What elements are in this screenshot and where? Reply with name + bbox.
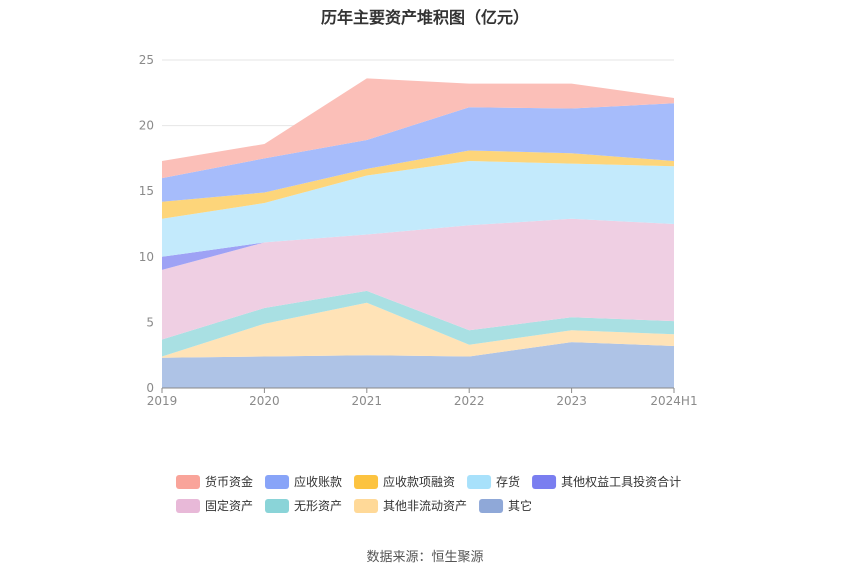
legend-swatch (354, 475, 379, 489)
area-series-3 (162, 290, 674, 357)
legend-label: 其他非流动资产 (383, 499, 467, 513)
chart-title: 历年主要资产堆积图（亿元） (320, 8, 529, 27)
x-tick-label: 2022 (454, 394, 485, 408)
legend-label: 应收账款 (294, 474, 342, 489)
legend-swatch (265, 499, 290, 513)
x-tick-label: 2020 (249, 394, 280, 408)
source-note: 数据来源：恒生聚源 (366, 550, 484, 565)
y-tick-label: 15 (139, 184, 154, 198)
legend-label: 固定资产 (205, 498, 253, 513)
area-series-7 (162, 150, 674, 219)
area-series-6 (162, 161, 674, 257)
legend-swatch (176, 475, 200, 489)
x-tick-label: 2023 (556, 394, 587, 408)
legend-label: 应收款项融资 (383, 474, 455, 489)
area-series-2 (162, 302, 674, 358)
area-series-1 (162, 342, 674, 388)
legend-swatch (265, 475, 290, 489)
legend-swatch (532, 475, 557, 489)
legend-label: 存货 (496, 474, 520, 489)
legend-label: 其它 (508, 498, 532, 513)
y-tick-label: 5 (146, 315, 154, 329)
legend-swatch (479, 499, 504, 513)
legend-label: 其他权益工具投资合计 (561, 474, 681, 489)
y-tick-label: 0 (146, 381, 154, 395)
area-series-9 (162, 78, 674, 179)
legend-swatch (467, 475, 492, 489)
area-series-8 (162, 103, 674, 202)
area-series-4 (162, 218, 674, 340)
legend-swatch (176, 499, 200, 513)
y-tick-label: 25 (139, 53, 154, 67)
x-tick-label: 2024H1 (650, 394, 697, 408)
x-tick-label: 2021 (352, 394, 383, 408)
legend-label: 货币资金 (205, 474, 253, 489)
axes: 0 5 10 15 20 25 2019 2020 2021 2022 2023 2024H1 (139, 53, 698, 408)
y-tick-label: 20 (139, 119, 154, 133)
legend-label: 无形资产 (294, 499, 342, 513)
area-series-layer (162, 78, 674, 388)
legend-swatch (354, 499, 379, 513)
y-tick-label: 10 (139, 250, 154, 264)
x-tick-label: 2019 (147, 394, 178, 408)
